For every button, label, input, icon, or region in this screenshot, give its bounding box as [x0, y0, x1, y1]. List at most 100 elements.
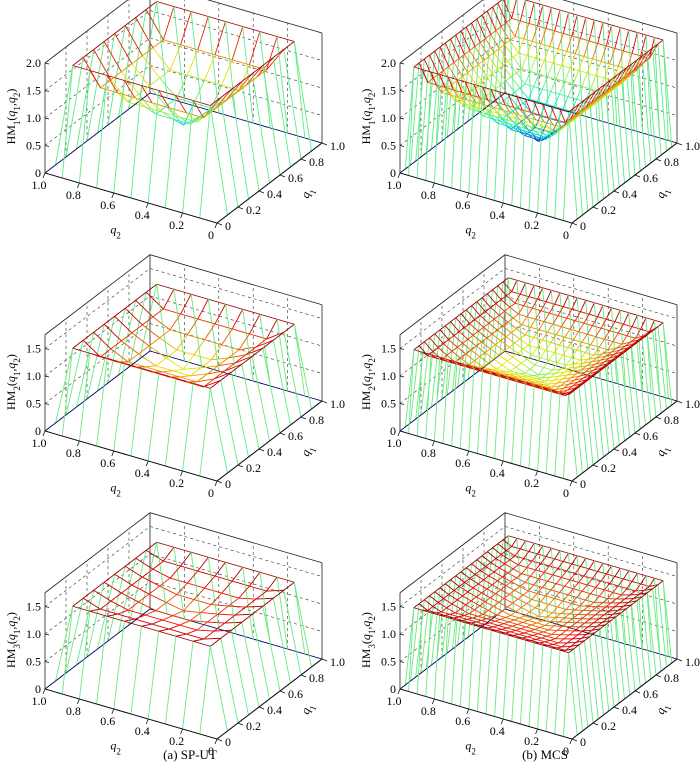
mesh-line: [270, 385, 288, 392]
mesh-line: [158, 90, 177, 96]
mesh-line: [509, 559, 519, 566]
y-tick-label: 0.6: [643, 429, 658, 443]
mesh-line: [531, 132, 537, 138]
mesh-line: [482, 613, 492, 618]
mesh-line: [420, 337, 431, 416]
mesh-line: [493, 318, 503, 327]
mesh-line: [570, 373, 577, 379]
mesh-line: [511, 0, 517, 19]
mesh-line: [520, 123, 530, 127]
mesh-line: [497, 576, 503, 582]
mesh-line: [616, 343, 622, 349]
mesh-line: [520, 123, 527, 129]
mesh-line: [538, 615, 548, 618]
mesh-line: [531, 624, 541, 628]
mesh-line: [196, 629, 215, 632]
mesh-line: [619, 347, 629, 351]
mesh-line: [186, 570, 199, 584]
y-tick: [279, 432, 286, 436]
mesh-line: [566, 609, 575, 611]
mesh-line: [451, 79, 458, 189]
mesh-line: [620, 608, 627, 614]
mesh-line: [570, 103, 580, 119]
mesh-line: [505, 377, 511, 380]
mesh-line: [581, 584, 588, 592]
x-tick-label: 0.8: [421, 188, 436, 202]
mesh-line: [636, 338, 643, 344]
mesh-line: [529, 318, 536, 328]
mesh-line: [597, 316, 607, 320]
mesh-line: [455, 100, 465, 105]
mesh-line: [598, 361, 605, 367]
mesh-line: [425, 612, 432, 697]
mesh-line: [413, 66, 423, 70]
mesh-line: [89, 610, 108, 617]
mesh-line: [437, 598, 444, 603]
mesh-line: [256, 597, 274, 600]
mesh-line: [441, 611, 451, 615]
mesh-line: [526, 354, 533, 360]
mesh-line: [76, 49, 95, 150]
mesh-line: [607, 86, 613, 91]
mesh-line: [476, 345, 486, 354]
mesh-line: [524, 135, 534, 139]
mesh-line: [525, 99, 532, 113]
mesh-line: [567, 96, 577, 100]
mesh-line: [526, 566, 536, 571]
mesh-line: [581, 365, 588, 371]
mesh-line: [620, 309, 629, 314]
mesh-line: [276, 318, 295, 325]
mesh-line: [559, 391, 566, 397]
mesh-line: [594, 374, 604, 458]
z-axis-label: HM2(q1,q2): [4, 354, 22, 410]
x-tick: [569, 222, 573, 229]
mesh-line: [234, 606, 246, 616]
mesh-line: [578, 365, 587, 368]
y-tick: [613, 706, 620, 710]
mesh-line: [473, 84, 483, 88]
mesh-line: [266, 576, 278, 592]
mesh-line: [210, 84, 223, 109]
mesh-line: [568, 294, 578, 299]
mesh-line: [497, 68, 507, 82]
mesh-line: [156, 1, 175, 7]
mesh-line: [448, 66, 458, 81]
mesh-line: [510, 611, 517, 616]
mesh-line: [186, 629, 198, 635]
x-tick: [397, 172, 401, 179]
mesh-line: [626, 587, 636, 592]
mesh-line: [506, 22, 516, 37]
mesh-line: [604, 338, 614, 343]
mesh-line: [536, 638, 545, 643]
mesh-line: [543, 133, 549, 139]
y-tick-label: 0.4: [622, 187, 637, 201]
caption-mcs: (b) MCS: [522, 747, 568, 762]
mesh-line: [558, 387, 565, 393]
mesh-line: [529, 611, 539, 617]
mesh-line: [536, 587, 543, 594]
mesh-line: [519, 373, 529, 377]
mesh-line: [537, 25, 547, 29]
mesh-line: [225, 21, 237, 119]
z-tick-label: 0: [35, 166, 41, 180]
mesh-line: [444, 42, 455, 63]
mesh-line: [488, 610, 498, 616]
surface-panel-5: 00.51.01.51.00.80.60.40.2000.20.40.60.81…: [4, 512, 345, 758]
mesh-line: [148, 85, 167, 107]
mesh-line: [609, 576, 616, 584]
mesh-line: [304, 395, 323, 402]
mesh-line: [563, 383, 570, 389]
mesh-line: [529, 630, 539, 635]
mesh-line: [534, 130, 541, 136]
mesh-line: [588, 313, 598, 318]
mesh-line: [625, 350, 636, 434]
mesh-line: [474, 360, 484, 368]
mesh-line: [510, 370, 520, 375]
mesh-line: [576, 590, 583, 598]
mesh-line: [121, 340, 139, 355]
wall-top-edge: [44, 512, 323, 594]
mesh-line: [623, 578, 633, 582]
mesh-line: [543, 46, 550, 61]
mesh-line: [537, 545, 544, 555]
mesh-line: [502, 539, 512, 547]
